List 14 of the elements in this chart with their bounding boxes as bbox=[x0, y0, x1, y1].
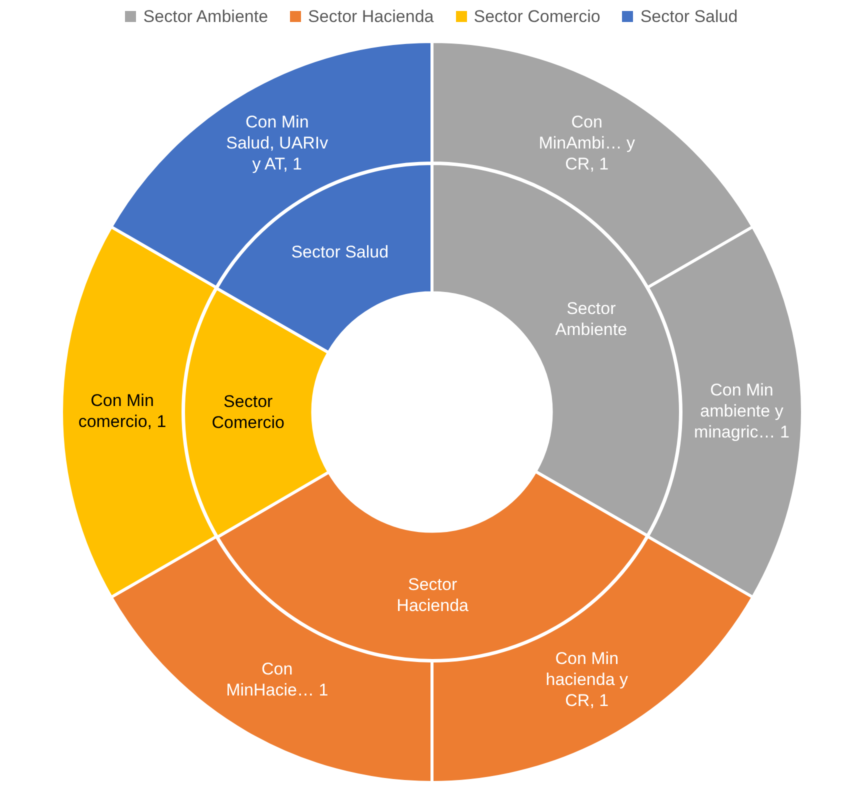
legend-label: Sector Ambiente bbox=[142, 7, 268, 27]
slice-label: Con Min Salud, UARIv y AT, 1 bbox=[226, 112, 328, 173]
slice-label: Con MinAmbi… y CR, 1 bbox=[538, 112, 636, 173]
slice-label: Sector Salud bbox=[290, 242, 388, 262]
slice-label: Con Min comercio, 1 bbox=[78, 390, 166, 431]
legend-label: Sector Hacienda bbox=[307, 7, 434, 27]
slice-label: Con MinHacie… 1 bbox=[226, 658, 328, 699]
slice-label: Sector Hacienda bbox=[396, 574, 469, 615]
slice-label: Sector Ambiente bbox=[554, 298, 627, 339]
slice-label: Con Min hacienda y CR, 1 bbox=[545, 648, 628, 710]
slice-label: Con Min ambiente y minagric… 1 bbox=[694, 380, 789, 442]
slice-label: Sector Comercio bbox=[211, 391, 284, 432]
legend-label: Sector Comercio bbox=[472, 7, 600, 27]
legend-label: Sector Salud bbox=[639, 7, 738, 27]
